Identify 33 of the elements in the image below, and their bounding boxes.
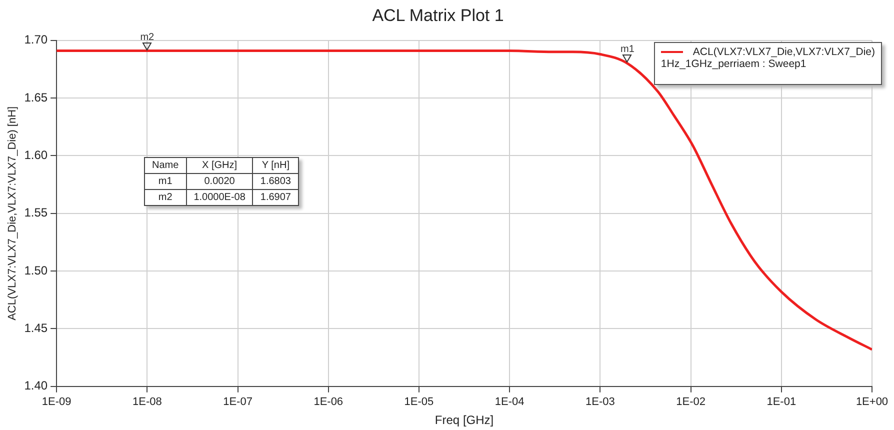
x-tick-label: 1E-06: [314, 396, 344, 408]
y-axis-title: ACL(VLX7:VLX7_Die,VLX7:VLX7_Die) [nH]: [6, 106, 19, 320]
y-tick-label: 1.60: [24, 148, 48, 162]
x-tick-label: 1E-02: [676, 396, 706, 408]
y-tick-label: 1.45: [24, 321, 48, 336]
annotation: m2: [144, 190, 186, 206]
chart-title: ACL Matrix Plot 1: [372, 6, 504, 25]
y-tick-label: 1.70: [24, 32, 48, 47]
annotation: X [GHz]: [186, 158, 253, 174]
annotation: m1: [620, 44, 635, 55]
y-tick-label: 1.40: [24, 378, 48, 393]
annotation: 0.0020: [186, 174, 253, 190]
annotation: m1: [144, 174, 186, 190]
y-tick-label: 1.65: [24, 90, 48, 104]
annotation: 1.6907: [252, 190, 298, 206]
x-tick-label: 1E-08: [132, 396, 162, 408]
y-tick-label: 1.55: [24, 206, 48, 220]
annotation: m2: [140, 32, 155, 43]
x-tick-label: 1E-09: [42, 396, 72, 408]
x-tick-label: 1E-07: [223, 396, 252, 408]
annotation: 1.6803: [252, 174, 298, 190]
annotation: Name: [144, 158, 186, 174]
y-tick-label: 1.50: [24, 263, 48, 278]
x-axis-title: Freq [GHz]: [434, 413, 494, 428]
x-tick-label: 1E-05: [404, 396, 434, 408]
x-tick-label: 1E-01: [766, 396, 796, 408]
annotation: Y [nH]: [252, 158, 298, 174]
annotation: 1.0000E-08: [186, 190, 253, 206]
x-tick-label: 1E-04: [494, 396, 524, 408]
x-tick-label: 1E+00: [856, 396, 888, 408]
legend-title: 1Hz_1GHz_perriaem : Sweep1: [660, 58, 808, 70]
x-tick-label: 1E-03: [586, 396, 615, 408]
legend-label: ACL(VLX7:VLX7_Die,VLX7:VLX7_Die): [692, 46, 875, 58]
